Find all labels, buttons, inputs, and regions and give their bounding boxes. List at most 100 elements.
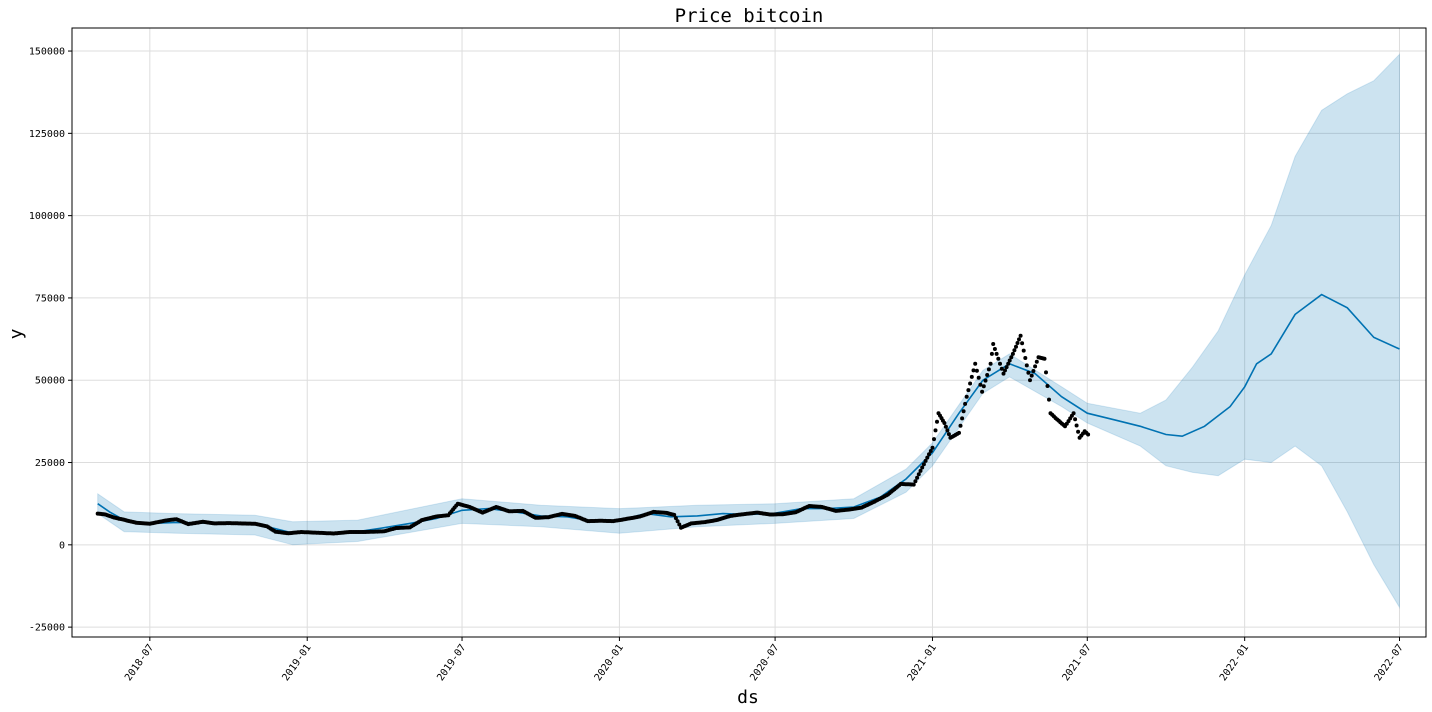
observed-point [1017, 337, 1021, 342]
observed-point [932, 437, 936, 442]
observed-point [1018, 333, 1023, 338]
observed-point [1010, 351, 1015, 356]
observed-point [968, 381, 973, 386]
plot-area-frame [71, 27, 1427, 638]
observed-point [996, 356, 1001, 361]
x-tick-label: 2021-01 [906, 642, 939, 683]
observed-point [1024, 363, 1029, 368]
observed-point [999, 366, 1004, 371]
observed-point [971, 368, 976, 373]
observed-point [961, 409, 966, 414]
observed-point [915, 475, 920, 480]
observed-point [960, 416, 965, 421]
observed-point [943, 424, 948, 429]
x-tick-label: 2019-07 [435, 642, 468, 683]
observed-point [920, 465, 925, 470]
observed-point [1007, 358, 1012, 363]
observed-point [672, 512, 677, 517]
x-tick-label: 2019-01 [280, 642, 313, 683]
observed-point [980, 389, 985, 394]
y-tick-label: -25000 [29, 623, 65, 634]
x-tick-label: 2018-07 [123, 642, 156, 683]
observed-point [973, 361, 978, 366]
x-tick-label: 2021-07 [1061, 642, 1094, 683]
observed-point [986, 367, 991, 372]
observed-point [942, 421, 947, 425]
uncertainty-band [97, 53, 1400, 610]
observed-point [945, 428, 950, 433]
observed-point [1014, 344, 1018, 349]
observed-point [981, 384, 986, 389]
observed-point [675, 519, 680, 524]
observed-point [1073, 417, 1078, 422]
y-tick-label: 0 [59, 540, 65, 551]
x-tick-label: 2022-01 [1218, 642, 1251, 683]
observed-point [974, 368, 979, 373]
observed-point [1021, 348, 1026, 353]
x-tick-label: 2020-07 [748, 642, 781, 683]
observed-point [1004, 365, 1009, 370]
observed-point [988, 361, 993, 366]
y-axis-label: y [6, 328, 27, 339]
observed-point [1006, 361, 1011, 366]
observed-point [925, 455, 930, 460]
observed-point [927, 452, 931, 457]
observed-point [964, 394, 969, 399]
observed-point [963, 401, 968, 406]
observed-point [994, 351, 999, 356]
y-tick-label: 50000 [35, 376, 65, 387]
observed-point [673, 516, 678, 521]
observed-point [1086, 432, 1091, 437]
observed-point [923, 458, 928, 463]
observed-point [1034, 359, 1039, 364]
y-tick-label: 150000 [29, 47, 65, 58]
x-axis-ticks: 2018-07 2019-01 2019-07 2020-01 2020-07 2021-… [123, 637, 1406, 683]
observed-point [1033, 364, 1038, 369]
observed-point [946, 432, 951, 437]
observed-point [1076, 429, 1081, 434]
grid-lines [72, 28, 1426, 637]
observed-point [1028, 378, 1032, 383]
observed-point [1012, 348, 1017, 353]
observed-point [983, 378, 988, 383]
observed-points-layer [95, 333, 1091, 536]
observed-point [1044, 370, 1048, 375]
observed-point [1031, 369, 1036, 373]
observed-point [921, 462, 926, 467]
observed-point [1071, 411, 1076, 416]
observed-point [998, 361, 1002, 366]
observed-point [989, 351, 994, 356]
observed-point [966, 388, 971, 393]
observed-point [978, 382, 983, 387]
y-tick-label: 125000 [29, 129, 65, 140]
uncertainty-band-layer [97, 53, 1400, 610]
observed-point [677, 522, 682, 527]
observed-point [992, 347, 997, 351]
observed-point [1026, 370, 1031, 375]
observed-point [958, 423, 963, 428]
observed-point [911, 482, 916, 487]
observed-point [976, 375, 981, 380]
chart-title: Price bitcoin [675, 5, 824, 27]
observed-point [1020, 341, 1025, 346]
observed-point [918, 468, 923, 473]
observed-point [1015, 341, 1020, 345]
observed-point [1074, 423, 1079, 428]
observed-point [1001, 371, 1006, 376]
y-tick-label: 100000 [29, 211, 65, 222]
y-tick-label: 25000 [35, 458, 65, 469]
observed-point [1042, 356, 1047, 361]
x-tick-label: 2020-01 [593, 642, 626, 683]
observed-point [991, 342, 996, 346]
observed-point [985, 373, 990, 377]
observed-point [1047, 397, 1051, 402]
observed-point [935, 419, 939, 424]
observed-point [1009, 355, 1014, 360]
y-axis-ticks: -25000 0 25000 50000 75000 100000 125000 150000 [29, 47, 72, 634]
observed-point [913, 479, 918, 484]
observed-point [1003, 368, 1007, 373]
observed-point [933, 428, 938, 433]
observed-point [1045, 384, 1050, 388]
x-axis-label: ds [737, 687, 759, 708]
